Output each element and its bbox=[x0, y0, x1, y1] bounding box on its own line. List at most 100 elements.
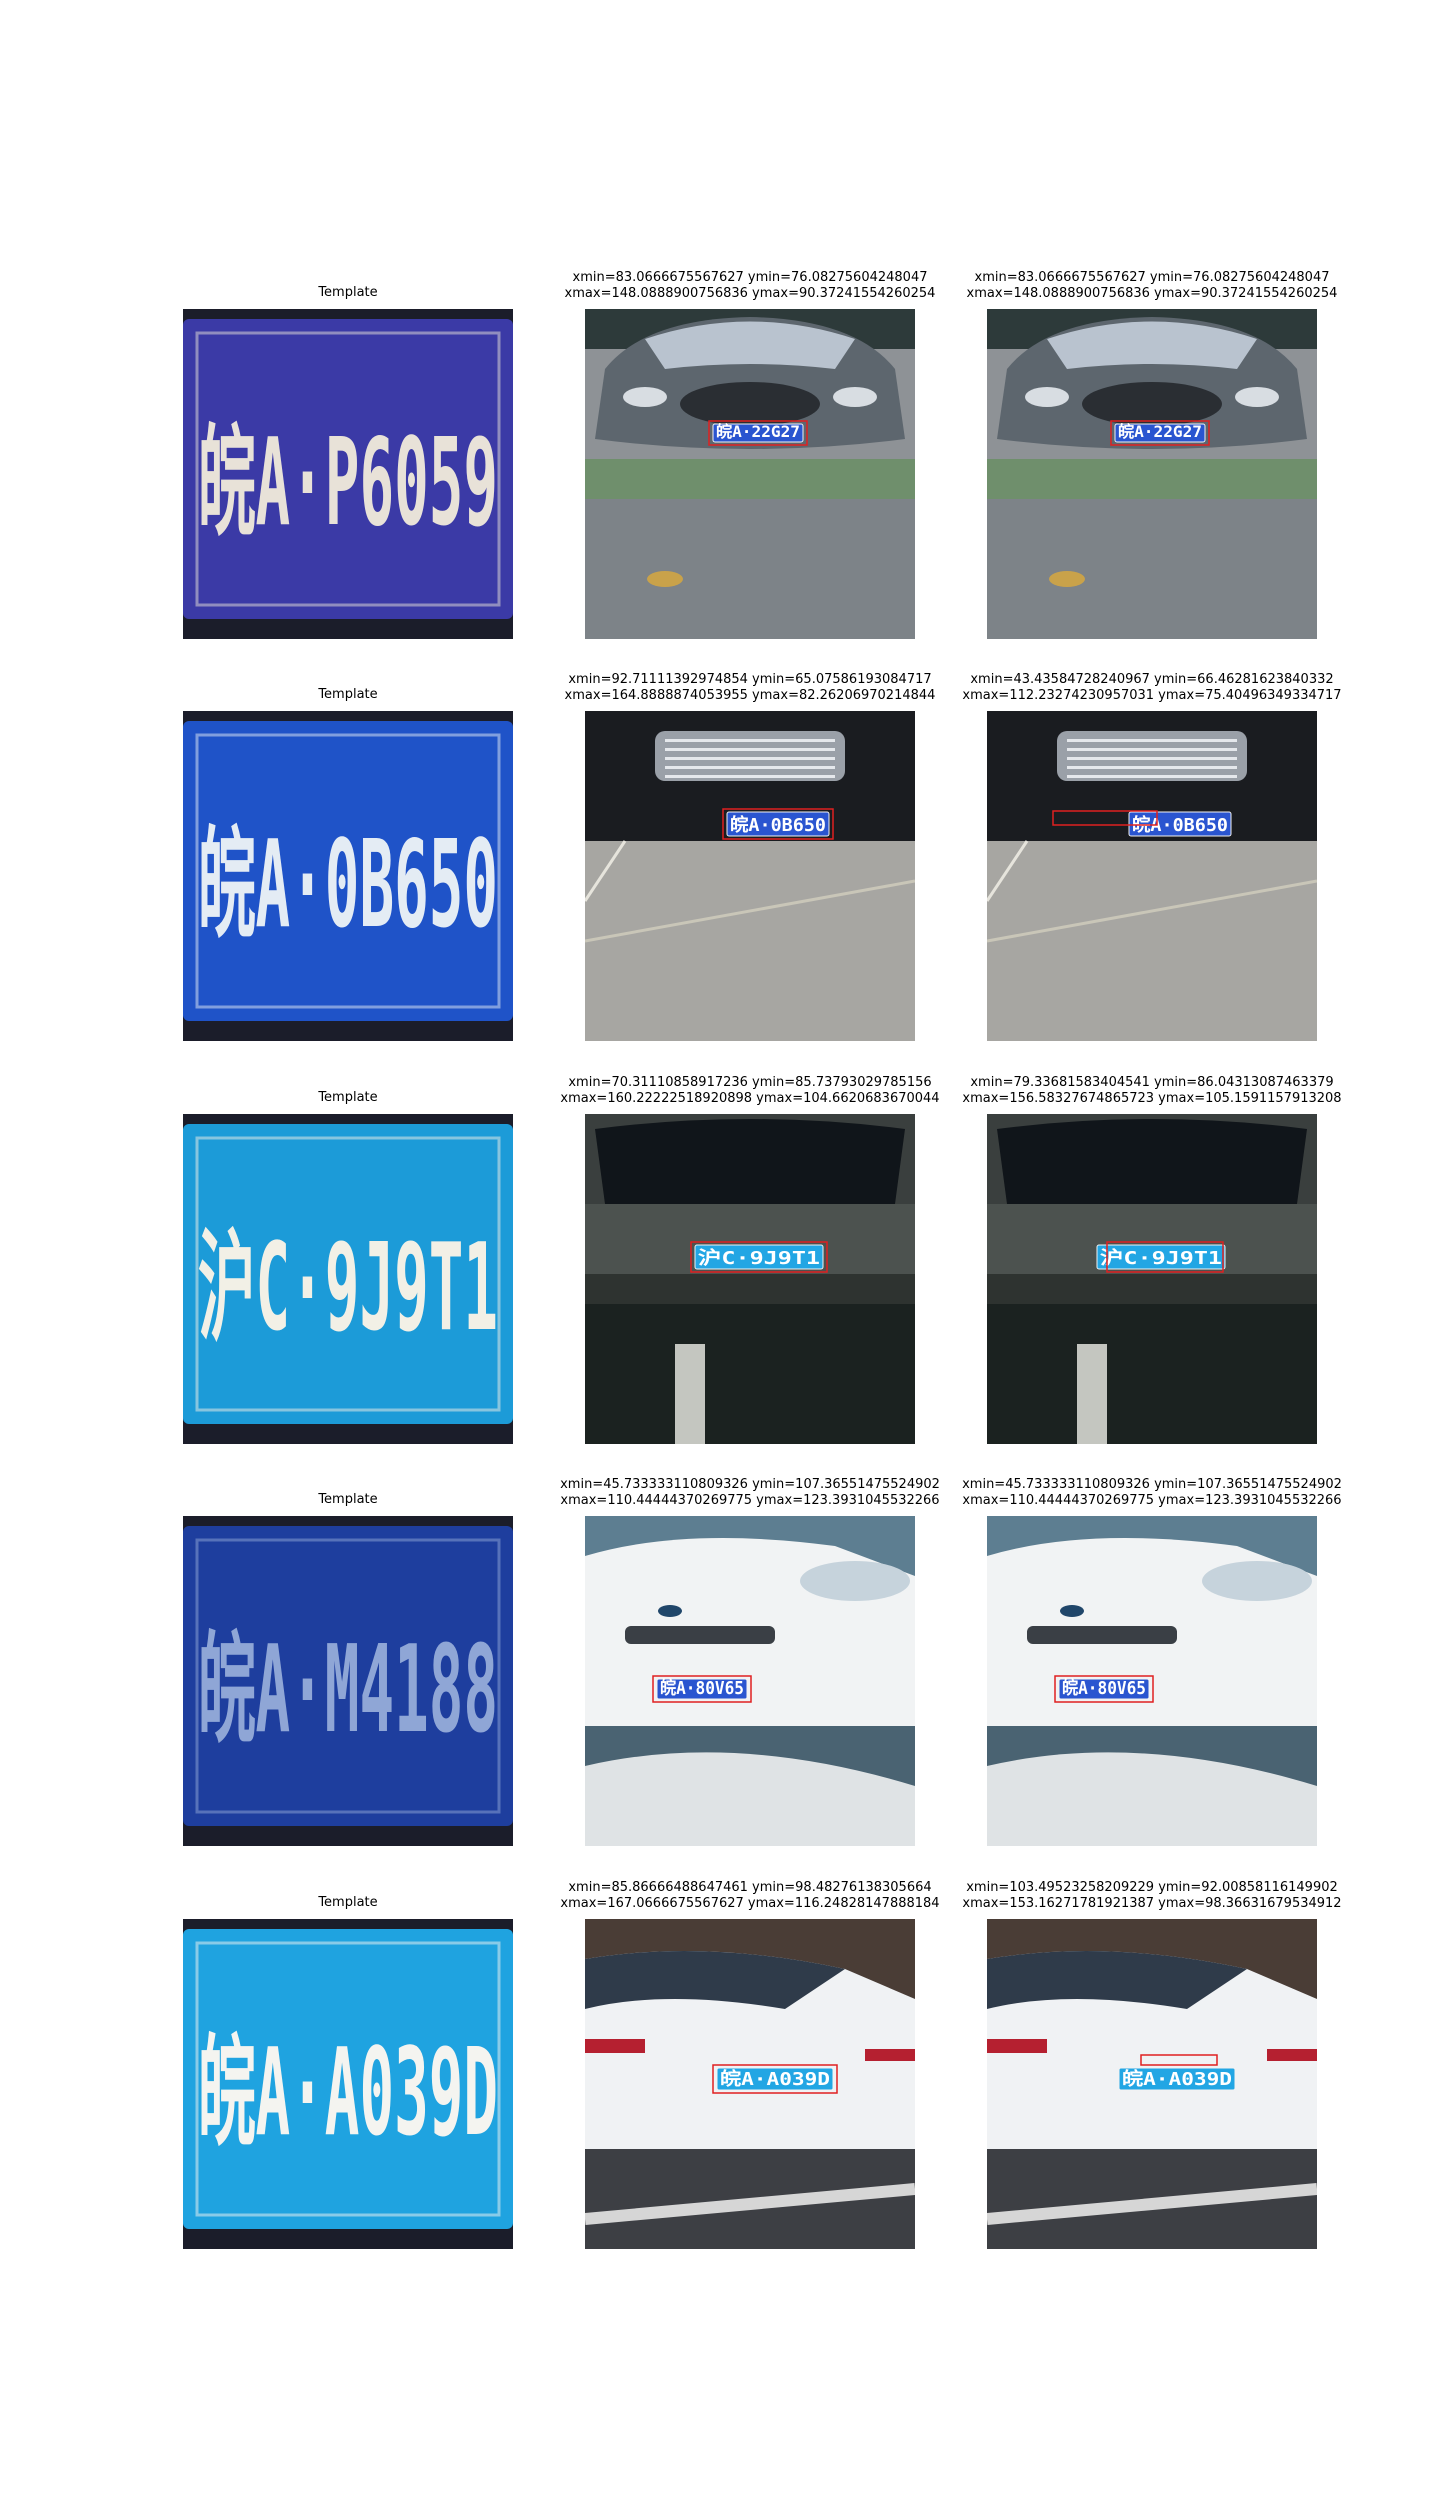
coordinates-caption: xmin=83.0666675567627 ymin=76.0827560424… bbox=[545, 270, 955, 302]
license-plate bbox=[716, 2067, 834, 2091]
caption-line-min: xmin=83.0666675567627 ymin=76.0827560424… bbox=[572, 270, 928, 285]
plate-background bbox=[183, 1929, 513, 2229]
caption-line: Template bbox=[318, 1492, 378, 1507]
caption-line-max: xmax=160.22222518920898 ymax=104.6620683… bbox=[560, 1091, 940, 1106]
template-title: Template bbox=[143, 687, 553, 703]
template-image: 沪C·9J9T1 bbox=[183, 1114, 513, 1444]
coordinates-caption: xmin=103.49523258209229 ymin=92.00858116… bbox=[947, 1880, 1357, 1912]
image-canvas: 皖A·80V65 bbox=[585, 1516, 915, 1846]
ground-truth-box bbox=[708, 420, 808, 446]
scene-image: 皖A·22G27 bbox=[987, 309, 1317, 639]
caption-line: Template bbox=[318, 1090, 378, 1105]
scene-image: 皖A·22G27 bbox=[585, 309, 915, 639]
license-plate bbox=[1058, 1678, 1150, 1700]
image-canvas: 沪C·9J9T1 bbox=[987, 1114, 1317, 1444]
ground-truth-box bbox=[652, 1675, 752, 1703]
scene-image: 皖A·A039D bbox=[987, 1919, 1317, 2249]
scene-plate-text: 皖A·A039D bbox=[720, 2068, 830, 2090]
scene-plate-text: 皖A·80V65 bbox=[1062, 1677, 1146, 1699]
ground-truth-box bbox=[712, 2064, 838, 2094]
template-title: Template bbox=[143, 285, 553, 301]
caption-line-max: xmax=153.16271781921387 ymax=98.36631679… bbox=[962, 1896, 1342, 1911]
template-image: 皖A·0B650 bbox=[183, 711, 513, 1041]
caption-line-max: xmax=156.58327674865723 ymax=105.1591157… bbox=[962, 1091, 1342, 1106]
scene-image: 皖A·A039D bbox=[585, 1919, 915, 2249]
scene-plate-text: 沪C·9J9T1 bbox=[1100, 1247, 1222, 1269]
caption-line-min: xmin=83.0666675567627 ymin=76.0827560424… bbox=[974, 270, 1330, 285]
plate-background bbox=[183, 721, 513, 1021]
license-plate bbox=[1128, 811, 1232, 837]
caption-line-max: xmax=148.0888900756836 ymax=90.372415542… bbox=[966, 286, 1338, 301]
coordinates-caption: xmin=45.733333110809326 ymin=107.3655147… bbox=[947, 1477, 1357, 1509]
image-canvas: 皖A·M4188 bbox=[183, 1516, 513, 1846]
image-canvas: 皖A·A039D bbox=[183, 1919, 513, 2249]
caption-line-max: xmax=164.8888874053955 ymax=82.262069702… bbox=[564, 688, 936, 703]
template-plate-text: 皖A·0B650 bbox=[198, 816, 498, 955]
template-image: 皖A·A039D bbox=[183, 1919, 513, 2249]
caption-line-min: xmin=79.33681583404541 ymin=86.043130874… bbox=[970, 1075, 1334, 1090]
predicted-box bbox=[1110, 420, 1210, 446]
plate-background bbox=[183, 1526, 513, 1826]
coordinates-caption: xmin=85.86666488647461 ymin=98.482761383… bbox=[545, 1880, 955, 1912]
coordinates-caption: xmin=43.43584728240967 ymin=66.462816238… bbox=[947, 672, 1357, 704]
scene-plate-text: 沪C·9J9T1 bbox=[698, 1247, 820, 1269]
caption-line-max: xmax=110.44444370269775 ymax=123.3931045… bbox=[560, 1493, 940, 1508]
predicted-box bbox=[1054, 1675, 1154, 1703]
caption-line-max: xmax=167.0666675567627 ymax=116.24828147… bbox=[560, 1896, 940, 1911]
scene-image: 皖A·0B650 bbox=[585, 711, 915, 1041]
caption-line-max: xmax=110.44444370269775 ymax=123.3931045… bbox=[962, 1493, 1342, 1508]
license-plate bbox=[694, 1244, 824, 1270]
scene-image: 皖A·0B650 bbox=[987, 711, 1317, 1041]
caption-line-max: xmax=112.23274230957031 ymax=75.40496349… bbox=[962, 688, 1342, 703]
scene-plate-text: 皖A·80V65 bbox=[660, 1677, 744, 1699]
coordinates-caption: xmin=45.733333110809326 ymin=107.3655147… bbox=[545, 1477, 955, 1509]
caption-line-min: xmin=45.733333110809326 ymin=107.3655147… bbox=[962, 1477, 1342, 1492]
template-image: 皖A·P6059 bbox=[183, 309, 513, 639]
scene-plate-text: 皖A·0B650 bbox=[730, 814, 826, 836]
template-title: Template bbox=[143, 1895, 553, 1911]
license-plate bbox=[656, 1678, 748, 1700]
coordinates-caption: xmin=70.31110858917236 ymin=85.737930297… bbox=[545, 1075, 955, 1107]
plate-background bbox=[183, 1124, 513, 1424]
caption-line-min: xmin=43.43584728240967 ymin=66.462816238… bbox=[970, 672, 1334, 687]
image-canvas: 皖A·P6059 bbox=[183, 309, 513, 639]
license-plate bbox=[726, 811, 830, 837]
license-plate bbox=[712, 423, 804, 443]
scene-image: 皖A·80V65 bbox=[987, 1516, 1317, 1846]
license-plate bbox=[1118, 2067, 1236, 2091]
image-canvas: 皖A·A039D bbox=[585, 1919, 915, 2249]
caption-line: Template bbox=[318, 1895, 378, 1910]
image-canvas: 沪C·9J9T1 bbox=[585, 1114, 915, 1444]
license-plate bbox=[1114, 423, 1206, 443]
caption-line: Template bbox=[318, 687, 378, 702]
caption-line-max: xmax=148.0888900756836 ymax=90.372415542… bbox=[564, 286, 936, 301]
scene-plate-text: 皖A·0B650 bbox=[1132, 814, 1228, 836]
coordinates-caption: xmin=83.0666675567627 ymin=76.0827560424… bbox=[947, 270, 1357, 302]
ground-truth-box bbox=[690, 1241, 828, 1273]
image-canvas: 皖A·0B650 bbox=[183, 711, 513, 1041]
image-canvas: 沪C·9J9T1 bbox=[183, 1114, 513, 1444]
coordinates-caption: xmin=92.71111392974854 ymin=65.075861930… bbox=[545, 672, 955, 704]
caption-line-min: xmin=45.733333110809326 ymin=107.3655147… bbox=[560, 1477, 940, 1492]
scene-plate-text: 皖A·A039D bbox=[1122, 2068, 1232, 2090]
image-canvas: 皖A·0B650 bbox=[987, 711, 1317, 1041]
template-title: Template bbox=[143, 1090, 553, 1106]
caption-line-min: xmin=103.49523258209229 ymin=92.00858116… bbox=[966, 1880, 1338, 1895]
caption-line-min: xmin=70.31110858917236 ymin=85.737930297… bbox=[568, 1075, 932, 1090]
predicted-box bbox=[1140, 2054, 1218, 2066]
template-plate-text: 皖A·P6059 bbox=[198, 414, 498, 553]
predicted-box bbox=[1052, 810, 1158, 826]
scene-plate-text: 皖A·22G27 bbox=[1118, 422, 1202, 441]
ground-truth-box bbox=[722, 808, 834, 840]
predicted-box bbox=[1106, 1241, 1224, 1273]
image-canvas: 皖A·A039D bbox=[987, 1919, 1317, 2249]
image-canvas: 皖A·0B650 bbox=[585, 711, 915, 1041]
scene-image: 沪C·9J9T1 bbox=[987, 1114, 1317, 1444]
caption-line-min: xmin=92.71111392974854 ymin=65.075861930… bbox=[568, 672, 932, 687]
scene-image: 皖A·80V65 bbox=[585, 1516, 915, 1846]
template-plate-text: 沪C·9J9T1 bbox=[198, 1219, 498, 1358]
image-canvas: 皖A·22G27 bbox=[987, 309, 1317, 639]
template-plate-text: 皖A·A039D bbox=[198, 2024, 498, 2163]
caption-line: Template bbox=[318, 285, 378, 300]
